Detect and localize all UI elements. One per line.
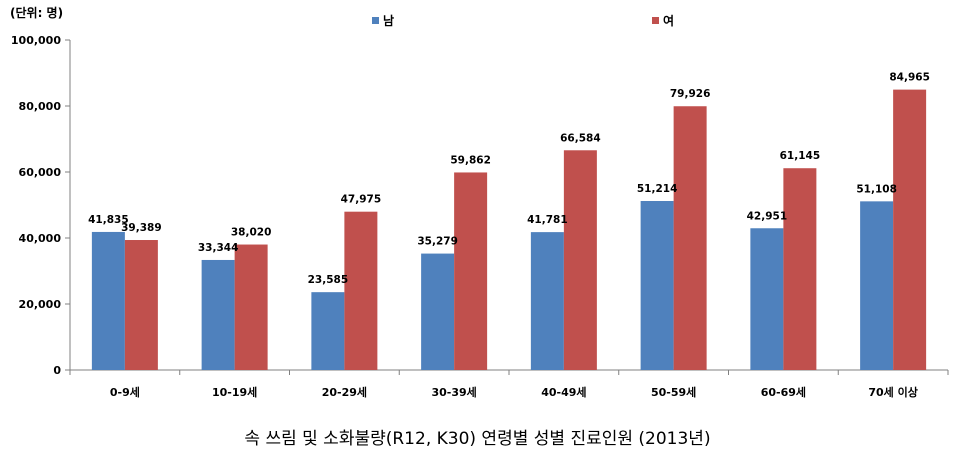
data-label: 59,862 [450, 154, 491, 166]
y-axis: 0 20,000 40,000 60,000 80,000 100,000 [11, 34, 71, 377]
bar-남 [530, 232, 564, 370]
bar-여 [344, 211, 378, 370]
x-tick-label: 70세 이상 [868, 385, 918, 399]
x-tick-label: 20-29세 [322, 385, 367, 399]
data-label: 51,214 [637, 183, 678, 195]
bar-남 [91, 231, 125, 370]
x-tick-label: 30-39세 [431, 385, 476, 399]
bar-남 [750, 228, 784, 370]
bar-남 [311, 292, 345, 370]
data-label: 79,926 [670, 88, 711, 100]
data-label: 41,781 [527, 214, 568, 226]
data-label: 39,389 [121, 222, 162, 234]
y-tick-label: 40,000 [19, 232, 62, 245]
bar-여 [893, 89, 927, 370]
bar-여 [783, 168, 817, 370]
bar-여 [124, 240, 158, 370]
bar-여 [234, 244, 268, 370]
x-axis: 0-9세 10-19세 20-29세 30-39세 40-49세 50-59세 60-69세… [69, 369, 949, 399]
bar-남 [201, 259, 235, 370]
data-label: 42,951 [747, 210, 788, 222]
x-tick-label: 40-49세 [541, 385, 586, 399]
bars [91, 89, 927, 370]
bar-여 [673, 106, 707, 370]
y-tick-label: 100,000 [11, 34, 61, 47]
unit-label: (단위: 명) [10, 6, 64, 20]
data-label: 47,975 [341, 194, 382, 206]
legend-label: 남 [383, 13, 394, 28]
bar-남 [640, 200, 674, 370]
x-tick-label: 50-59세 [651, 385, 696, 399]
bar-남 [860, 201, 894, 370]
data-label: 84,965 [889, 72, 930, 84]
y-tick-label: 80,000 [19, 100, 62, 113]
chart-caption: 속 쓰림 및 소화불량(R12, K30) 연령별 성별 진료인원 (2013년… [244, 429, 711, 449]
y-tick-label: 20,000 [19, 298, 62, 311]
data-label: 51,108 [856, 183, 897, 195]
legend-label: 여 [663, 13, 674, 28]
data-label: 35,279 [417, 236, 458, 248]
x-tick-label: 0-9세 [110, 385, 140, 399]
data-labels: 41,835 33,344 23,585 35,279 41,781 51,214 42,9… [88, 72, 930, 287]
legend-swatch [652, 17, 659, 24]
bar-여 [454, 172, 488, 370]
bar-남 [421, 253, 455, 370]
data-label: 41,835 [88, 214, 129, 226]
data-label: 33,344 [198, 242, 239, 254]
x-tick-label: 10-19세 [212, 385, 257, 399]
data-label: 66,584 [560, 132, 601, 144]
y-tick-label: 60,000 [19, 166, 62, 179]
y-tick-label: 0 [53, 364, 61, 377]
data-label: 38,020 [231, 227, 272, 239]
data-label: 23,585 [308, 274, 349, 286]
data-label: 61,145 [780, 150, 821, 162]
legend-swatch [372, 17, 379, 24]
bar-여 [563, 150, 597, 370]
x-tick-label: 60-69세 [761, 385, 806, 399]
